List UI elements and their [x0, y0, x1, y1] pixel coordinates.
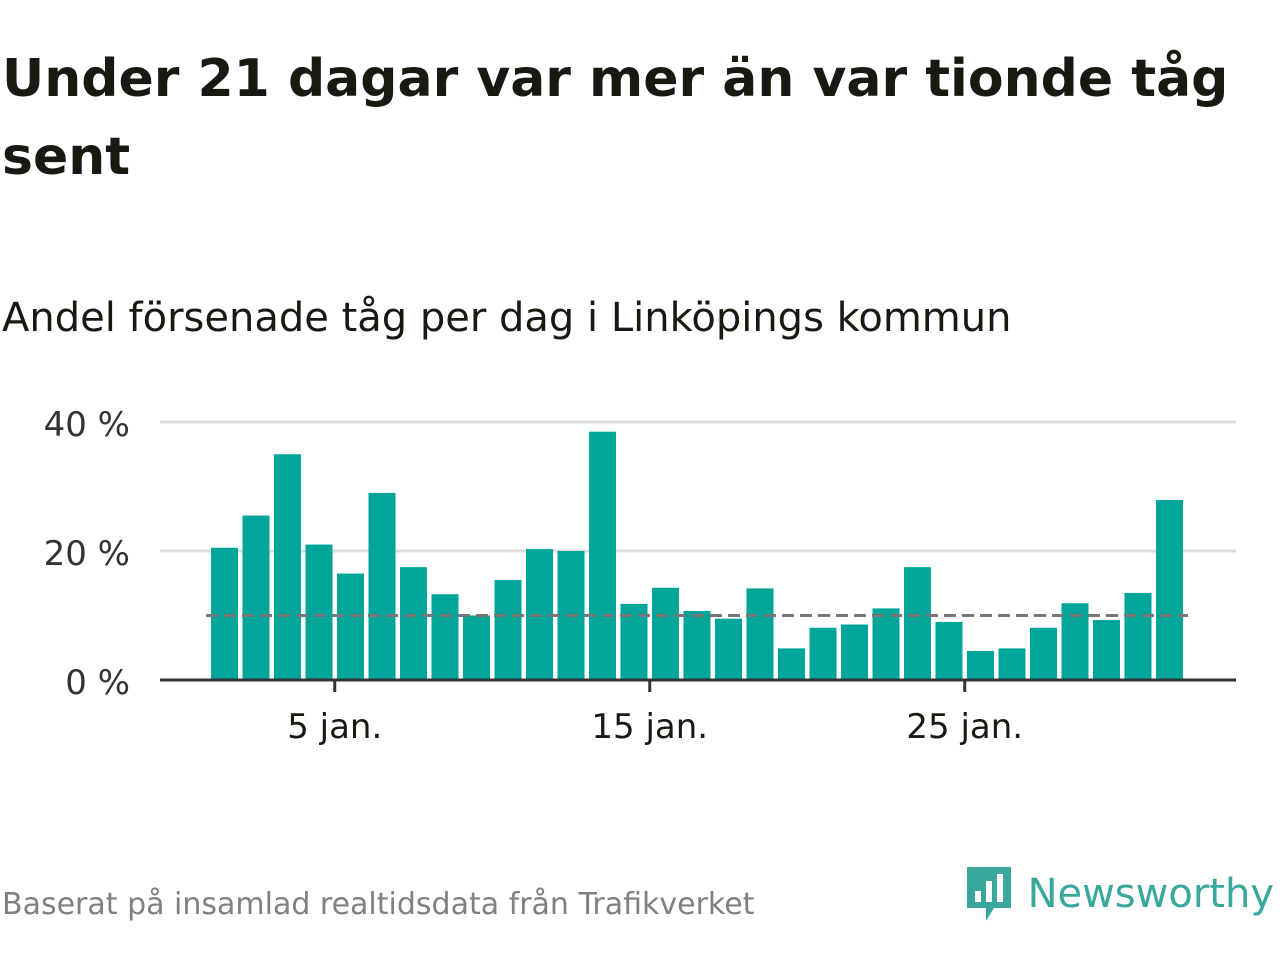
bar — [904, 567, 931, 680]
bar — [1093, 620, 1120, 680]
bar — [872, 608, 900, 680]
bar — [211, 547, 238, 680]
bar — [431, 594, 459, 680]
bar — [337, 573, 364, 680]
bar — [463, 615, 490, 680]
bar — [778, 648, 805, 680]
y-tick-label: 20 % — [44, 534, 130, 574]
gridlines — [160, 420, 1236, 553]
bar — [1030, 627, 1057, 680]
bar — [998, 648, 1026, 680]
x-axis: 5 jan. 15 jan. 25 jan. — [160, 678, 1236, 747]
bar — [841, 624, 868, 680]
bar — [242, 515, 270, 680]
bar — [935, 621, 963, 680]
bar — [967, 650, 994, 680]
bars — [211, 431, 1183, 680]
bar — [715, 618, 742, 680]
bar — [400, 567, 427, 680]
x-tick-label: 5 jan. — [287, 707, 382, 747]
x-tick-label: 15 jan. — [591, 707, 708, 747]
bar — [368, 492, 396, 680]
chart-title: Under 21 dagar var mer än var tionde tåg… — [2, 49, 1229, 187]
y-tick-label: 40 % — [44, 405, 130, 445]
bar — [652, 587, 679, 680]
bar — [809, 627, 837, 680]
y-tick-label: 0 % — [65, 663, 130, 703]
bar — [274, 454, 301, 680]
newsworthy-logo-icon — [966, 867, 1011, 921]
brand: Newsworthy — [964, 864, 1274, 924]
y-axis-labels: 0 % 20 % 40 % — [44, 405, 130, 703]
chart-subtitle: Andel försenade tåg per dag i Linköpings… — [2, 295, 1012, 341]
bar — [589, 431, 616, 680]
bar-chart: 5 jan. 15 jan. 25 jan. 0 % 20 % 40 % — [44, 405, 1236, 747]
bar — [746, 588, 774, 680]
brand-name: Newsworthy — [1027, 871, 1274, 917]
bar — [494, 580, 522, 680]
bar — [1124, 592, 1152, 680]
x-tick-label: 25 jan. — [906, 707, 1023, 747]
source-note: Baserat på insamlad realtidsdata från Tr… — [2, 887, 755, 922]
bar — [305, 544, 333, 680]
bar — [1156, 500, 1183, 680]
bar — [683, 610, 711, 680]
